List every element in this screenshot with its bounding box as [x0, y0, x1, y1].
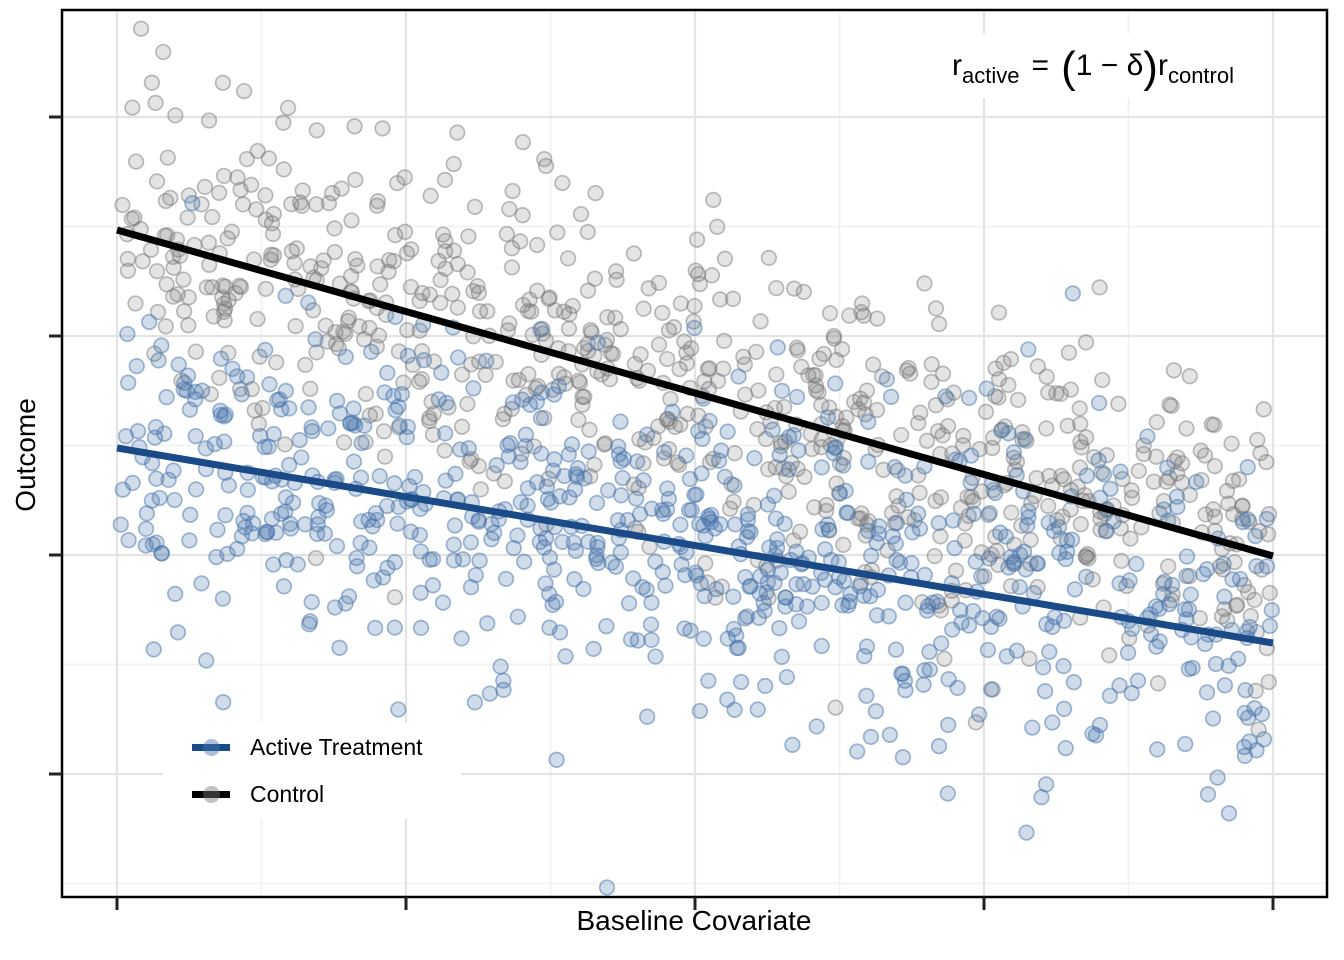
formula-close-paren: )	[1143, 43, 1158, 92]
point-swatch	[202, 786, 220, 803]
trend-line-swatch	[192, 744, 230, 751]
trend-line-swatch	[192, 791, 230, 798]
annotation-formula: ractive = (1 − δ)rcontrol	[944, 34, 1242, 98]
x-axis-title: Baseline Covariate	[576, 905, 812, 936]
legend-item-control: Control	[192, 773, 461, 816]
point-swatch	[202, 739, 220, 756]
legend-key-active-treatment	[192, 736, 230, 760]
formula-r-active: ractive	[952, 49, 1020, 88]
legend: Active Treatment Control	[163, 723, 461, 819]
formula-body: 1 − δ	[1075, 49, 1144, 82]
y-axis-title: Outcome	[10, 398, 41, 512]
formula-open-paren: (	[1061, 43, 1076, 92]
legend-label: Control	[250, 781, 325, 807]
legend-label: Active Treatment	[250, 734, 423, 760]
formula-equals: =	[1031, 49, 1050, 82]
formula-r-control: rcontrol	[1157, 49, 1234, 88]
legend-item-active-treatment: Active Treatment	[192, 726, 461, 769]
legend-key-control	[192, 783, 230, 807]
